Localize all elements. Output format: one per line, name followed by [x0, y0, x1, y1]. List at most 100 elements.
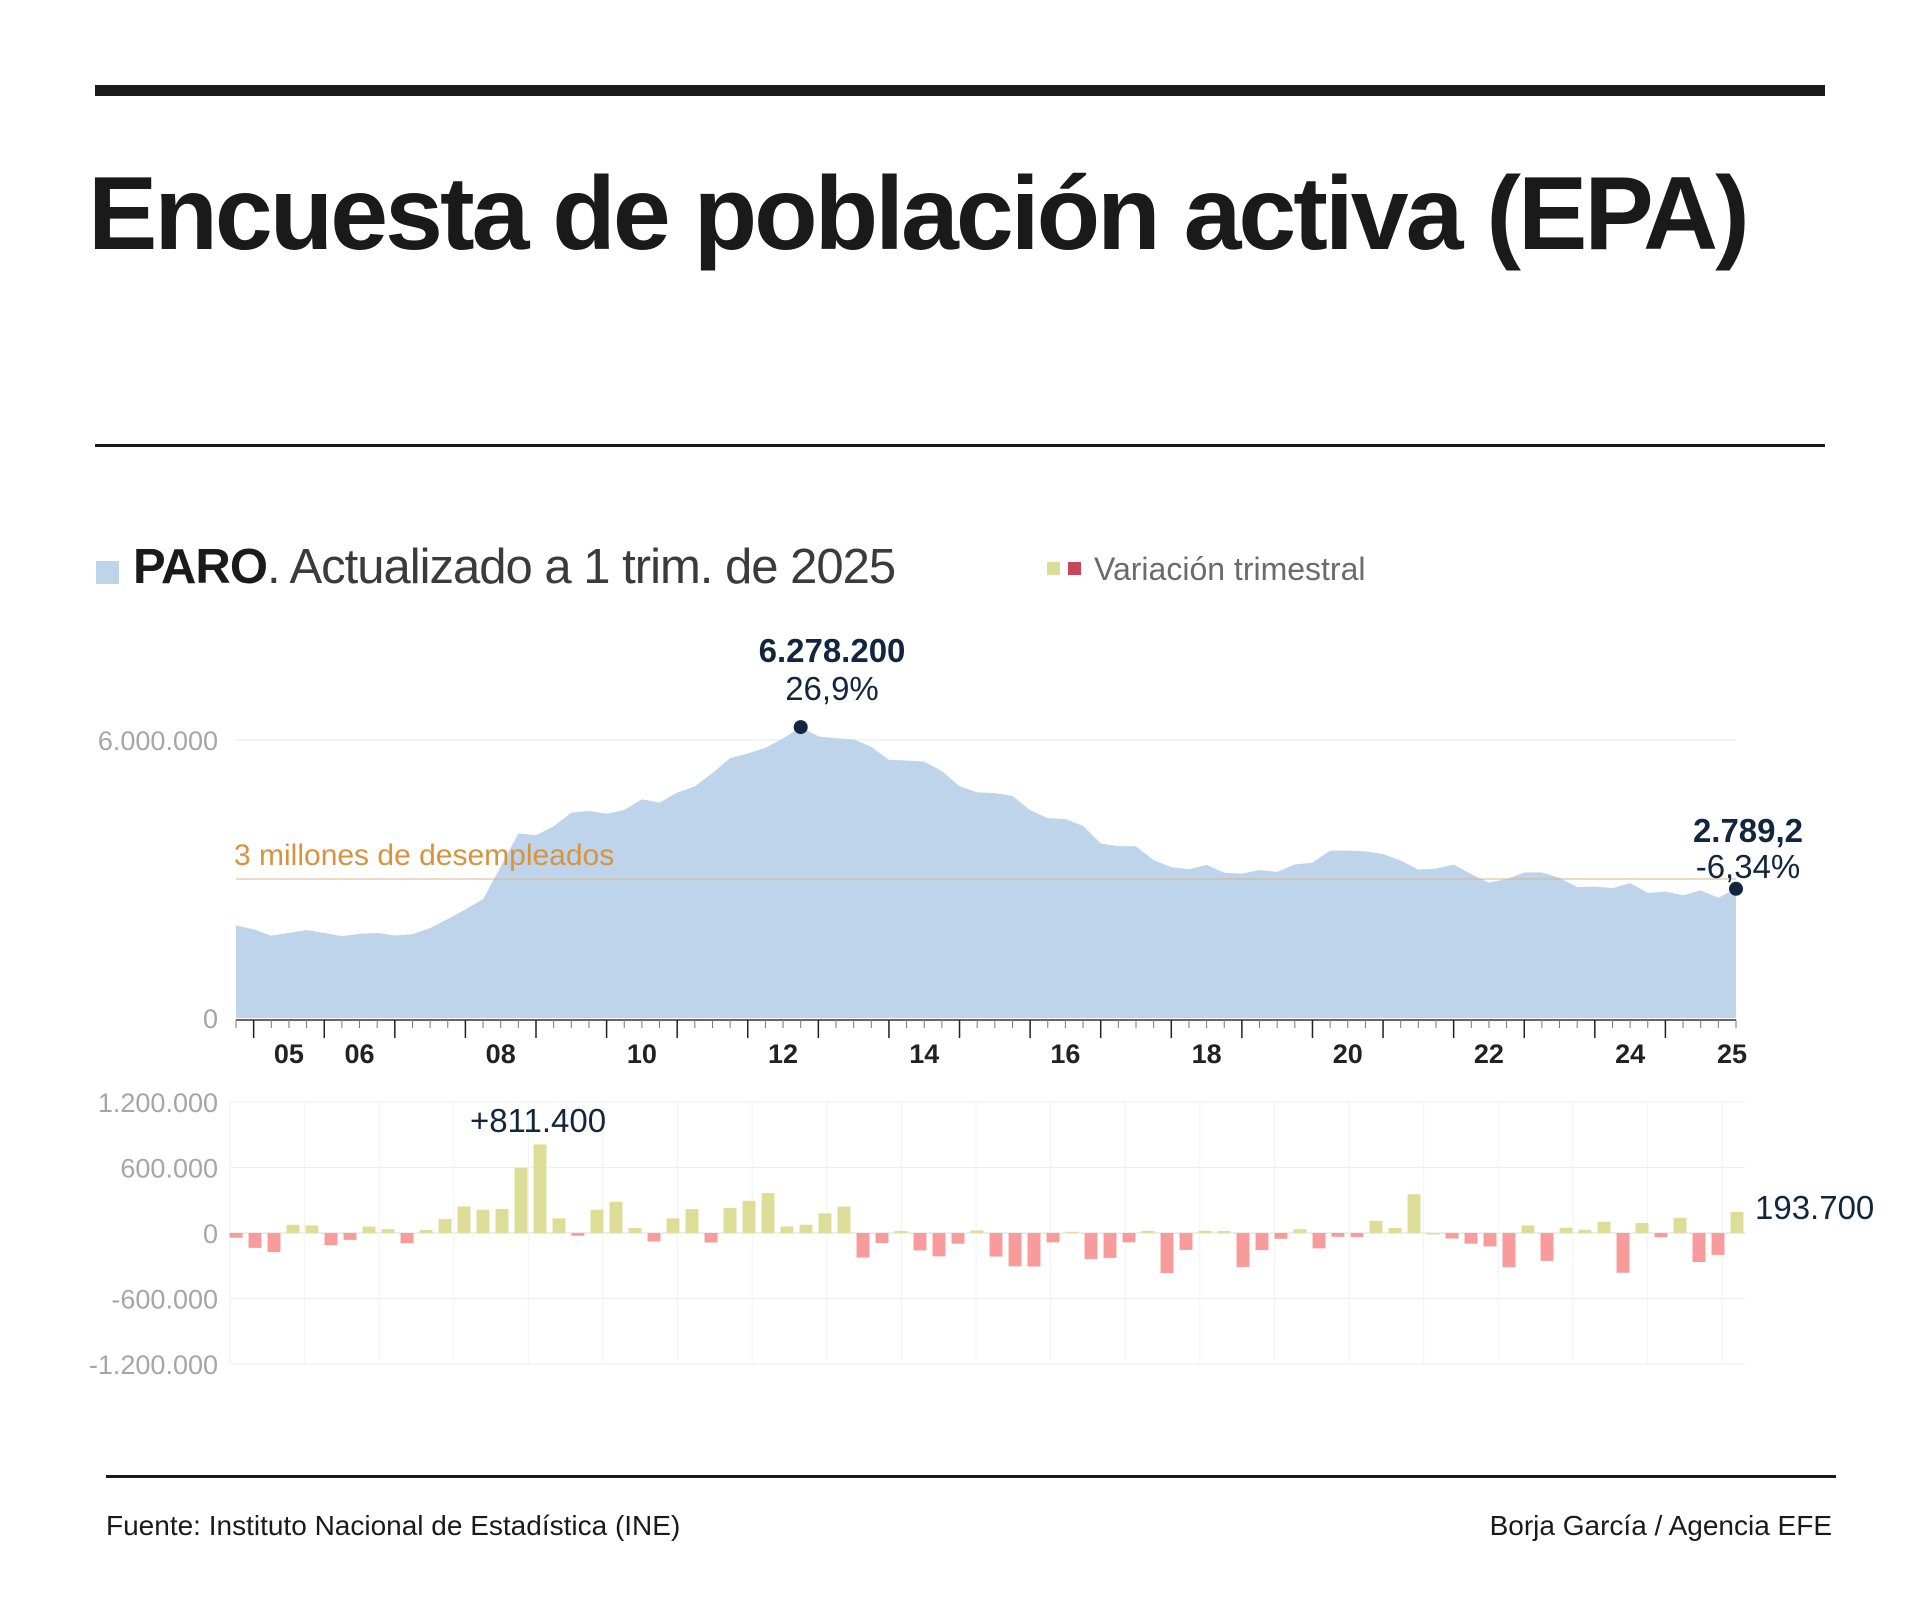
variation-bar	[533, 1144, 547, 1233]
variation-bar	[571, 1233, 585, 1236]
threshold-line-group	[236, 720, 1743, 896]
legend-positive-swatch	[1047, 562, 1060, 575]
max-change-label: +811.400	[470, 1102, 606, 1139]
last-change-label: 193.700	[1755, 1189, 1874, 1226]
top-annotations: 6.278.200 26,9% 2.789,2 -6,34% 3 millone…	[234, 632, 1803, 885]
variation-bar	[457, 1206, 471, 1233]
variation-bar	[970, 1230, 984, 1233]
variation-bar	[1388, 1228, 1402, 1233]
year-label: 25	[1717, 1039, 1747, 1069]
variation-bar	[1008, 1233, 1022, 1267]
year-label: 14	[909, 1039, 939, 1069]
year-label: 12	[768, 1039, 798, 1069]
variation-bar	[685, 1209, 699, 1233]
variation-bar	[723, 1207, 737, 1233]
year-label: 05	[274, 1039, 304, 1069]
variation-bar	[1635, 1223, 1649, 1233]
variation-bar	[476, 1209, 490, 1233]
variation-bars	[229, 1144, 1744, 1274]
peak-rate-label: 26,9%	[785, 670, 879, 707]
bar-chart-grid: 1.200.000 600.000 0 -600.000 -1.200.000	[89, 1088, 1745, 1380]
variation-bar	[324, 1233, 338, 1246]
bar-y-tick-label: 0	[203, 1219, 218, 1249]
variation-bar	[875, 1233, 889, 1243]
last-value-label: 2.789,2	[1693, 812, 1803, 849]
variation-bar	[742, 1200, 756, 1233]
year-label: 22	[1474, 1039, 1504, 1069]
variation-bar	[1597, 1221, 1611, 1233]
unemployment-area-path	[236, 727, 1736, 1018]
variation-bar	[381, 1229, 395, 1233]
variation-bar	[1502, 1233, 1516, 1268]
variation-bar	[837, 1206, 851, 1233]
variation-bar	[647, 1233, 661, 1242]
variation-bar	[1540, 1233, 1554, 1261]
variation-bar	[780, 1226, 794, 1233]
legend-series-name: PARO	[133, 540, 267, 594]
variation-bar	[1407, 1194, 1421, 1233]
legend-update-text: . Actualizado a 1 trim. de 2025	[267, 540, 895, 594]
variation-bar	[419, 1229, 433, 1233]
variation-bar	[1027, 1233, 1041, 1267]
variation-bar	[932, 1233, 946, 1257]
variation-bar	[514, 1167, 528, 1233]
variation-bar	[1103, 1233, 1117, 1258]
variation-bar	[799, 1224, 813, 1233]
top-y-tick-label: 6.000.000	[98, 726, 218, 756]
variation-bar	[1616, 1233, 1630, 1273]
bar-y-tick-label: -600.000	[111, 1285, 218, 1315]
year-label: 18	[1192, 1039, 1222, 1069]
variation-bar	[989, 1233, 1003, 1257]
year-label: 20	[1333, 1039, 1363, 1069]
variation-bar	[1483, 1233, 1497, 1247]
variation-bar	[913, 1233, 927, 1251]
variation-bar	[1141, 1230, 1155, 1233]
top-x-axis: 05 06 08 10 12 14 16 18 20 22 24 25	[235, 1019, 1747, 1069]
variation-bar	[495, 1208, 509, 1233]
title-rule	[95, 444, 1825, 447]
variation-bar	[343, 1233, 357, 1240]
source-note: Fuente: Instituto Nacional de Estadístic…	[106, 1510, 681, 1541]
variation-bar	[438, 1218, 452, 1233]
bar-y-tick-label: 1.200.000	[98, 1088, 218, 1118]
year-label: 08	[486, 1039, 516, 1069]
variation-bar	[1236, 1233, 1250, 1268]
variation-bar	[1369, 1220, 1383, 1233]
top-y-tick-label: 0	[203, 1004, 218, 1034]
variation-bar	[894, 1230, 908, 1233]
variation-bar	[1046, 1233, 1060, 1243]
variation-bar	[400, 1233, 414, 1244]
variation-bar	[609, 1201, 623, 1233]
variation-bar	[1065, 1231, 1079, 1234]
variation-bar	[305, 1225, 319, 1233]
variation-bar	[1730, 1211, 1744, 1233]
bar-y-tick-label: -1.200.000	[89, 1350, 218, 1380]
bar-y-tick-label: 600.000	[120, 1154, 218, 1184]
variation-bar	[1331, 1233, 1345, 1237]
variation-bar	[818, 1213, 832, 1233]
variation-bar	[552, 1218, 566, 1233]
peak-marker	[793, 720, 808, 735]
variation-bar	[1654, 1233, 1668, 1238]
last-rate-label: -6,34%	[1696, 848, 1801, 885]
variation-bar	[1464, 1233, 1478, 1244]
variation-bar	[1179, 1233, 1193, 1250]
variation-bar	[666, 1218, 680, 1233]
variation-bar	[1711, 1233, 1725, 1255]
variation-bar	[761, 1193, 775, 1233]
variation-bar	[1084, 1233, 1098, 1260]
page-title: Encuesta de población activa (EPA)	[88, 156, 1750, 272]
credit-note: Borja García / Agencia EFE	[1489, 1510, 1832, 1541]
variation-bar	[229, 1233, 243, 1238]
last-marker	[1729, 881, 1743, 896]
variation-bar	[1160, 1233, 1174, 1274]
variation-bar	[1692, 1233, 1706, 1263]
top-rule	[95, 85, 1825, 96]
variation-bar	[1274, 1233, 1288, 1239]
variation-bar	[1559, 1227, 1573, 1233]
variation-bar	[1122, 1233, 1136, 1243]
variation-bar	[267, 1233, 281, 1253]
variation-bar	[1521, 1225, 1535, 1233]
variation-bar	[1426, 1233, 1440, 1235]
